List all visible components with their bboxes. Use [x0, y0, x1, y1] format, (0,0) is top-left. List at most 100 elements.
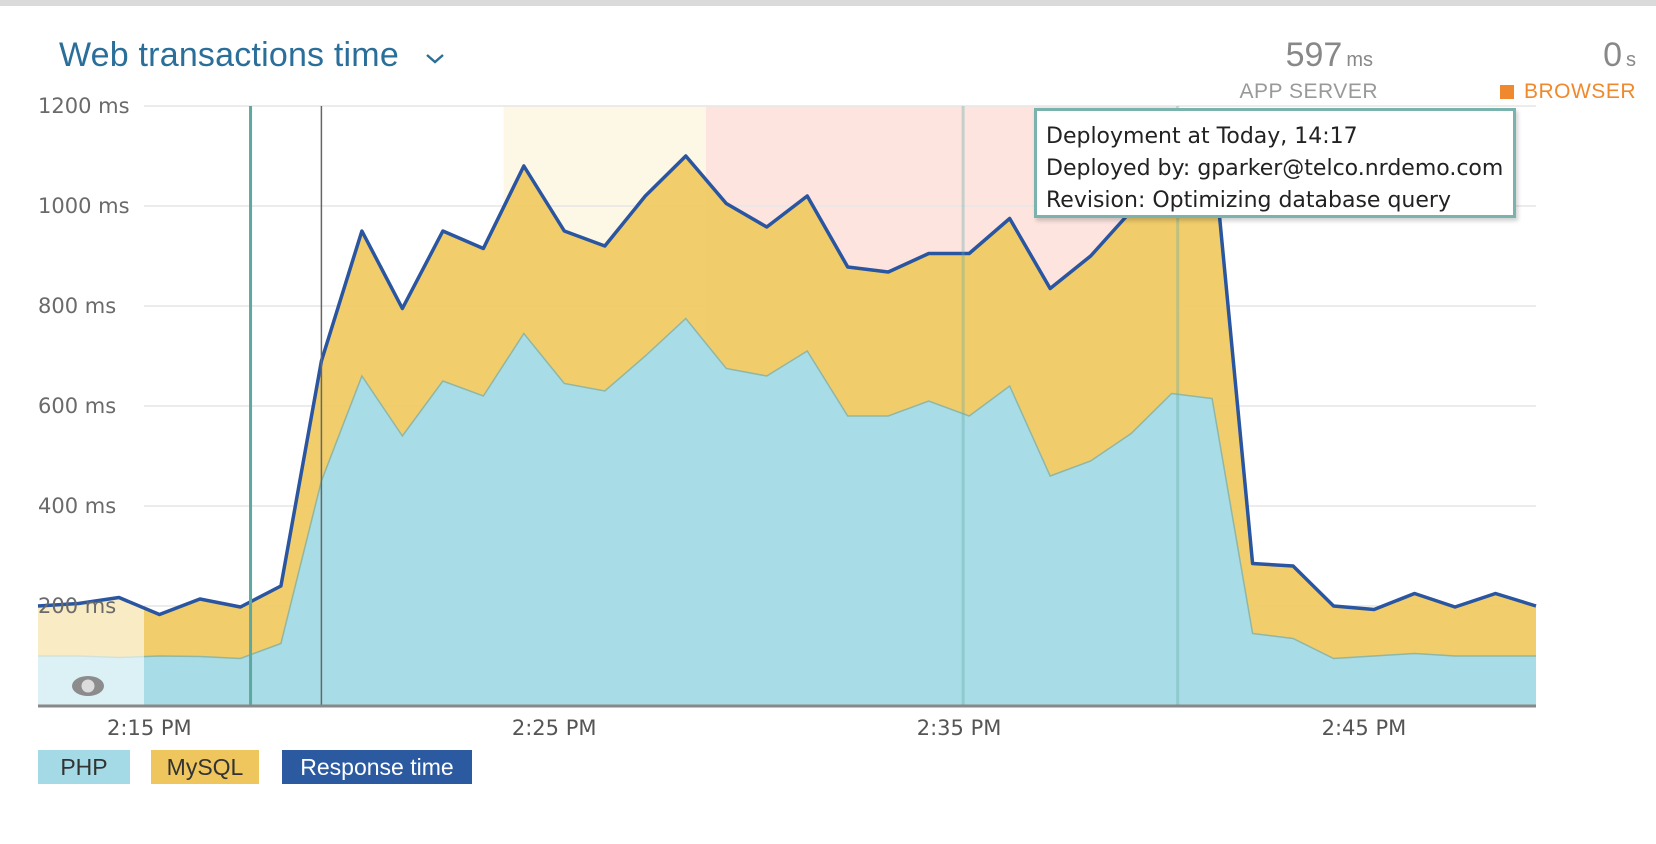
app-server-metric: 597 ms — [1286, 36, 1373, 75]
data-point-response-time — [723, 201, 729, 207]
data-point-response-time — [764, 224, 770, 230]
data-point-response-time — [1047, 286, 1053, 292]
data-point-php — [1047, 473, 1053, 479]
data-point-php — [75, 653, 81, 659]
data-point-php — [1250, 631, 1256, 637]
data-point-php — [683, 316, 689, 322]
x-tick-label: 2:25 PM — [512, 716, 597, 740]
chart-title-dropdown[interactable]: Web transactions time — [59, 36, 445, 75]
legend-response-time[interactable]: Response time — [282, 750, 472, 784]
browser-unit: s — [1626, 49, 1636, 71]
data-point-php — [804, 348, 810, 354]
data-point-response-time — [1331, 603, 1337, 609]
data-point-php — [885, 413, 891, 419]
data-point-php — [1533, 653, 1539, 659]
tooltip-revision: Revision: Optimizing database query — [1046, 188, 1451, 213]
top-border — [0, 0, 1656, 6]
data-point-php — [1493, 653, 1499, 659]
chart-title: Web transactions time — [59, 36, 399, 74]
app-server-label-wrap: APP SERVER — [1240, 80, 1378, 104]
data-point-php — [521, 331, 527, 337]
y-tick-label: 800 ms — [38, 294, 116, 318]
data-point-php — [723, 366, 729, 372]
data-point-response-time — [683, 153, 689, 159]
data-point-response-time — [926, 251, 932, 257]
data-point-php — [1007, 383, 1013, 389]
browser-toggle[interactable]: BROWSER — [1499, 80, 1636, 104]
browser-label: BROWSER — [1523, 80, 1636, 103]
legend-php-label: PHP — [60, 753, 108, 780]
data-point-php — [359, 373, 365, 379]
data-point-response-time — [480, 246, 486, 252]
y-tick-label: 200 ms — [38, 594, 116, 618]
eye-icon-pupil — [81, 679, 95, 693]
series-area-php — [38, 318, 1536, 706]
chevron-down-icon — [426, 53, 444, 64]
data-point-php — [1371, 653, 1377, 659]
data-point-response-time — [804, 193, 810, 199]
data-point-php — [237, 656, 243, 662]
data-point-response-time — [1533, 603, 1539, 609]
data-point-response-time — [1371, 607, 1377, 613]
data-point-response-time — [156, 612, 162, 618]
data-point-response-time — [237, 604, 243, 610]
app-server-label: APP SERVER — [1239, 80, 1378, 103]
data-point-php — [1290, 636, 1296, 642]
series-area-mysql — [38, 138, 1536, 659]
legend-response-time-label: Response time — [300, 753, 454, 780]
x-tick-label: 2:45 PM — [1322, 716, 1407, 740]
data-point-php — [197, 654, 203, 660]
browser-value: 0 — [1603, 36, 1622, 74]
data-point-php — [1412, 651, 1418, 657]
y-tick-label: 1200 ms — [38, 94, 130, 118]
data-point-response-time — [116, 595, 122, 601]
data-point-response-time — [197, 596, 203, 602]
data-point-response-time — [845, 264, 851, 270]
data-point-php — [1331, 656, 1337, 662]
data-point-php — [1452, 653, 1458, 659]
data-point-response-time — [521, 163, 527, 169]
data-point-php — [1128, 431, 1134, 437]
data-point-response-time — [1412, 591, 1418, 597]
data-point-php — [845, 413, 851, 419]
data-point-response-time — [1250, 561, 1256, 567]
deployment-tooltip: Deployment at Today, 14:17 Deployed by: … — [1034, 108, 1516, 218]
data-point-php — [642, 353, 648, 359]
data-point-response-time — [278, 583, 284, 589]
data-point-response-time — [1007, 216, 1013, 222]
data-point-response-time — [440, 228, 446, 234]
x-tick-label: 2:35 PM — [917, 716, 1002, 740]
data-point-php — [1209, 396, 1215, 402]
eye-icon — [72, 676, 104, 696]
data-point-php — [561, 381, 567, 387]
data-point-php — [480, 393, 486, 399]
data-point-php — [764, 373, 770, 379]
data-point-php — [35, 653, 41, 659]
y-tick-label: 1000 ms — [38, 194, 130, 218]
legend-php[interactable]: PHP — [38, 750, 130, 784]
tooltip-deployment-time: Deployment at Today, 14:17 — [1046, 124, 1358, 149]
data-point-php — [116, 655, 122, 661]
data-point-response-time — [561, 228, 567, 234]
data-point-response-time — [1452, 604, 1458, 610]
data-point-response-time — [359, 228, 365, 234]
y-tick-label: 400 ms — [38, 494, 116, 518]
data-point-php — [1088, 458, 1094, 464]
data-point-php — [602, 388, 608, 394]
data-point-php — [966, 413, 972, 419]
tooltip-deployed-by: Deployed by: gparker@telco.nrdemo.com — [1046, 156, 1504, 181]
series-line-php — [38, 317, 1536, 660]
data-point-php — [440, 378, 446, 384]
series-line-response-time — [37, 136, 1537, 617]
data-point-response-time — [1088, 253, 1094, 259]
browser-swatch — [1499, 85, 1514, 99]
y-tick-label: 600 ms — [38, 394, 116, 418]
data-point-php — [278, 641, 284, 647]
legend-mysql-label: MySQL — [166, 753, 244, 780]
data-point-response-time — [399, 306, 405, 312]
data-point-php — [1169, 391, 1175, 397]
legend-mysql[interactable]: MySQL — [151, 750, 259, 784]
app-server-value: 597 — [1285, 36, 1343, 74]
x-tick-label: 2:15 PM — [107, 716, 192, 740]
